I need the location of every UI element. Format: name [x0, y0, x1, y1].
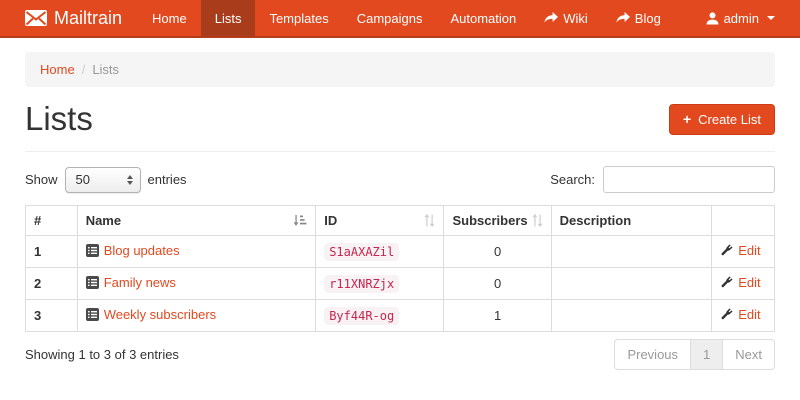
search-input[interactable] — [603, 166, 775, 193]
external-arrow-icon — [544, 12, 559, 24]
row-index: 3 — [25, 299, 78, 332]
edit-list-link[interactable]: Edit — [720, 307, 761, 322]
user-icon — [706, 11, 719, 25]
row-description-cell — [550, 267, 713, 300]
breadcrumb-separator: / — [81, 62, 86, 77]
envelope-icon — [25, 10, 47, 26]
table-row: 3 Weekly subscribers — [25, 299, 775, 332]
page-size-select[interactable]: 50 — [64, 166, 141, 193]
user-label: admin — [723, 10, 759, 26]
table-footer: Showing 1 to 3 of 3 entries Previous 1 N… — [25, 339, 775, 370]
search-label: Search: — [550, 172, 595, 187]
col-header-description[interactable]: Description — [550, 205, 713, 236]
row-description-cell — [550, 299, 713, 332]
search-control: Search: — [550, 166, 775, 193]
brand-label: Mailtrain — [54, 7, 123, 28]
sort-asc-icon — [293, 214, 307, 227]
wrench-icon — [720, 276, 733, 289]
create-list-button[interactable]: + Create List — [668, 103, 775, 135]
pagination-page-1[interactable]: 1 — [690, 339, 724, 370]
sort-both-icon — [532, 214, 543, 227]
edit-list-link[interactable]: Edit — [720, 243, 761, 258]
row-name-cell: Weekly subscribers — [76, 299, 317, 332]
col-header-name[interactable]: Name — [76, 205, 317, 236]
row-subscribers-cell: 0 — [443, 267, 552, 300]
row-id-cell: Byf44R-og — [315, 299, 445, 332]
page-size-value: 50 — [75, 172, 90, 187]
brand-mailtrain[interactable]: Mailtrain — [0, 0, 138, 36]
col-header-id[interactable]: ID — [315, 205, 445, 236]
breadcrumb: Home / Lists — [25, 52, 775, 87]
table-row: 1 Blog updates — [25, 235, 775, 268]
wrench-icon — [720, 244, 733, 257]
breadcrumb-home-link[interactable]: Home — [40, 62, 75, 77]
row-description-cell — [550, 235, 713, 268]
row-id-cell: S1aAXAZil — [315, 235, 445, 268]
row-actions-cell: Edit — [711, 267, 775, 300]
list-id-code: Byf44R-og — [324, 307, 400, 325]
show-label: Show — [25, 172, 58, 187]
table-header-row: # Name — [25, 205, 775, 236]
top-navbar: Mailtrain Home Lists Templates Campaigns… — [0, 0, 800, 38]
table-controls: Show 50 entries Search: — [25, 166, 775, 193]
row-index: 1 — [25, 235, 78, 268]
col-header-subscribers[interactable]: Subscribers — [443, 205, 552, 236]
row-actions-cell: Edit — [711, 235, 775, 268]
nav-item-blog[interactable]: Blog — [602, 0, 675, 36]
caret-down-icon — [767, 16, 775, 20]
edit-list-link[interactable]: Edit — [720, 275, 761, 290]
list-link[interactable]: Blog updates — [85, 243, 180, 258]
nav-item-wiki[interactable]: Wiki — [530, 0, 602, 36]
external-arrow-icon — [616, 12, 630, 24]
entries-summary: Showing 1 to 3 of 3 entries — [25, 347, 179, 362]
user-menu[interactable]: admin — [692, 0, 800, 36]
col-header-actions — [711, 205, 775, 236]
list-link[interactable]: Family news — [85, 275, 176, 290]
row-index: 2 — [25, 267, 78, 300]
page-header: Lists + Create List — [25, 100, 775, 138]
list-id-code: S1aAXAZil — [324, 243, 400, 261]
row-name-cell: Family news — [76, 267, 317, 300]
pagination-next[interactable]: Next — [722, 339, 775, 370]
nav-item-home[interactable]: Home — [152, 10, 187, 26]
page-length-control: Show 50 entries — [25, 166, 187, 193]
nav-item-lists[interactable]: Lists — [200, 0, 256, 36]
pagination-previous[interactable]: Previous — [614, 339, 692, 370]
lists-table: # Name — [25, 205, 775, 332]
nav-item-campaigns[interactable]: Campaigns — [356, 10, 423, 26]
pagination: Previous 1 Next — [614, 339, 775, 370]
row-name-cell: Blog updates — [76, 235, 317, 268]
row-actions-cell: Edit — [711, 299, 775, 332]
row-subscribers-cell: 1 — [443, 299, 552, 332]
row-id-cell: r11XNRZjx — [315, 267, 445, 300]
table-row: 2 Family news — [25, 267, 775, 300]
page-title: Lists — [25, 100, 93, 137]
list-alt-icon — [85, 308, 99, 321]
list-alt-icon — [85, 244, 99, 257]
wrench-icon — [720, 308, 733, 321]
plus-icon: + — [682, 111, 692, 127]
list-alt-icon — [85, 276, 99, 289]
entries-label: entries — [147, 172, 187, 187]
sort-both-icon — [424, 214, 435, 227]
nav-item-automation[interactable]: Automation — [450, 10, 517, 26]
select-arrows-icon — [126, 174, 133, 185]
nav-item-templates[interactable]: Templates — [269, 10, 329, 26]
row-subscribers-cell: 0 — [443, 235, 552, 268]
breadcrumb-current: Lists — [92, 62, 120, 77]
col-header-index: # — [25, 205, 78, 236]
list-id-code: r11XNRZjx — [324, 275, 400, 293]
header-divider — [25, 151, 775, 152]
list-link[interactable]: Weekly subscribers — [85, 307, 216, 322]
